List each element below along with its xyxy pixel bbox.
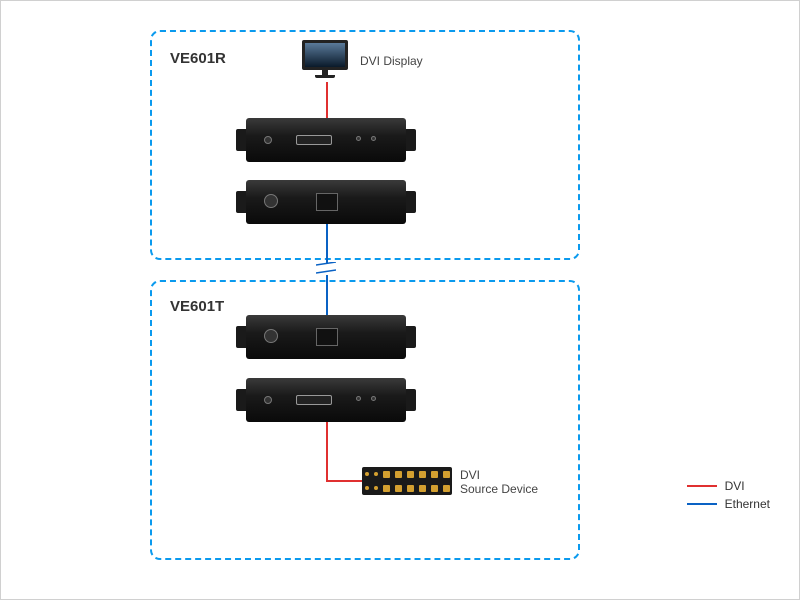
transmitter-front-device	[246, 315, 406, 359]
legend-label-dvi: DVI	[725, 479, 745, 493]
legend: DVI Ethernet	[687, 479, 770, 515]
transmitter-label: VE601T	[170, 298, 224, 315]
dvi-source-device-icon	[362, 467, 452, 495]
receiver-front-device	[246, 118, 406, 162]
receiver-back-device	[246, 180, 406, 224]
dvi-wire-receiver	[326, 82, 328, 118]
dvi-source-label: DVI Source Device	[460, 468, 538, 496]
legend-line-dvi	[687, 485, 717, 487]
legend-line-ethernet	[687, 503, 717, 505]
legend-item-dvi: DVI	[687, 479, 770, 493]
dvi-display-icon	[302, 40, 348, 78]
receiver-label: VE601R	[170, 50, 226, 67]
dvi-display-label: DVI Display	[360, 54, 423, 68]
transmitter-back-device	[246, 378, 406, 422]
ethernet-wire-bottom	[326, 275, 328, 315]
legend-item-ethernet: Ethernet	[687, 497, 770, 511]
dvi-wire-transmitter-h	[326, 480, 362, 482]
ethernet-wire-top	[326, 224, 328, 264]
dvi-wire-transmitter-v	[326, 422, 328, 480]
legend-label-ethernet: Ethernet	[725, 497, 770, 511]
cable-break-icon	[316, 262, 336, 274]
